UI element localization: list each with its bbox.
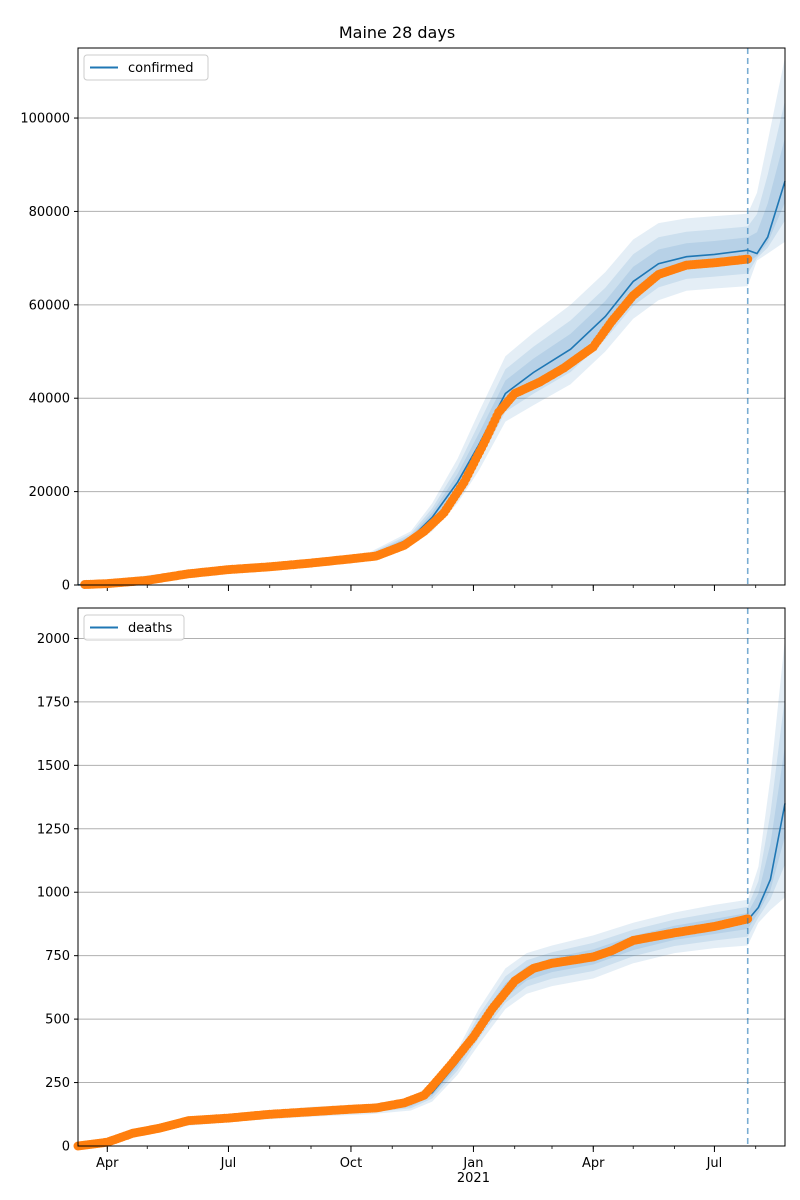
legend-label: deaths [128, 621, 173, 636]
y-tick-label: 20000 [29, 485, 70, 500]
x-tick-label: Jul [706, 1156, 723, 1171]
y-tick-label: 0 [62, 579, 70, 594]
uncertainty-band [78, 100, 785, 585]
x-year-label: 2021 [457, 1171, 490, 1186]
y-tick-label: 250 [45, 1076, 70, 1091]
y-tick-label: 500 [45, 1013, 70, 1028]
y-tick-label: 40000 [29, 392, 70, 407]
x-tick-label: Oct [340, 1156, 362, 1171]
legend-label: confirmed [128, 61, 194, 76]
y-tick-label: 1000 [37, 886, 70, 901]
x-tick-label: Apr [96, 1156, 119, 1171]
observed-series [80, 254, 753, 589]
deaths-panel: 0 250 500 750 1000 1250 1500 1750 2000 Apr Jul Oct J… [37, 607, 786, 1186]
y-tick-label: 1500 [37, 759, 70, 774]
x-tick-label: Jul [220, 1156, 237, 1171]
x-tick-label: Apr [582, 1156, 605, 1171]
y-tick-label: 750 [45, 949, 70, 964]
y-tick-label: 1750 [37, 695, 70, 710]
axes-frame [77, 47, 786, 586]
x-tick-label: Jan [462, 1156, 483, 1171]
y-tick-label: 100000 [20, 112, 70, 127]
axes-frame [77, 607, 786, 1147]
legend-box [83, 54, 209, 81]
uncertainty-band [78, 745, 785, 1146]
legend-box [83, 614, 185, 641]
chart-title: Maine 28 days [339, 23, 455, 42]
y-tick-label: 0 [62, 1140, 70, 1155]
y-tick-label: 1250 [37, 822, 70, 837]
observed-series [73, 914, 753, 1151]
y-tick-label: 2000 [37, 632, 70, 647]
y-tick-label: 80000 [29, 205, 70, 220]
confirmed-panel: 0 20000 40000 60000 80000 100000 confirmed [20, 47, 786, 594]
uncertainty-band [78, 57, 785, 586]
y-tick-label: 60000 [29, 298, 70, 313]
uncertainty-band [78, 696, 785, 1146]
